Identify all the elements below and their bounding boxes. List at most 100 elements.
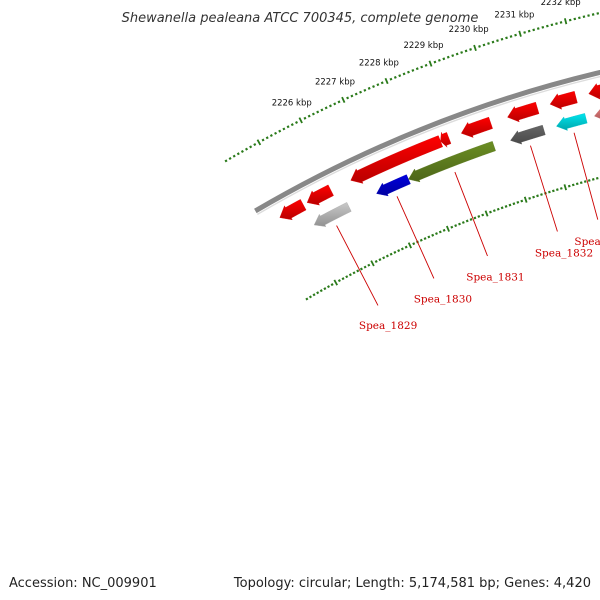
inner-tick-minor	[397, 249, 401, 253]
map-title: Shewanella pealeana ATCC 700345, complet…	[122, 11, 479, 26]
inner-tick-minor	[579, 181, 583, 185]
inner-tick-minor	[356, 269, 360, 273]
inner-tick-minor	[327, 285, 330, 289]
inner-tick-minor	[363, 265, 367, 269]
gene-feature-17[interactable]	[549, 91, 578, 110]
inner-tick-minor	[536, 194, 539, 198]
inner-tick-minor	[323, 287, 327, 291]
gene-spea-1831[interactable]	[408, 141, 496, 183]
inner-tick-minor	[555, 188, 559, 191]
outer-tick-minor	[269, 134, 273, 138]
outer-tick-minor	[295, 120, 298, 124]
outer-tick-minor	[265, 136, 269, 140]
inner-tick-minor	[450, 225, 454, 229]
inner-tick-minor	[461, 221, 465, 224]
genome-summary-label: Topology: circular; Length: 5,174,581 bp…	[233, 576, 591, 591]
outer-tick-major	[256, 139, 262, 146]
outer-tick-minor	[261, 138, 265, 142]
inner-tick-minor	[419, 238, 423, 242]
inner-tick-minor	[319, 289, 323, 293]
outer-tick-minor	[469, 48, 472, 51]
gene-feature-14[interactable]	[440, 132, 452, 148]
outer-tick-minor	[307, 114, 311, 118]
outer-tick-minor	[278, 129, 282, 133]
inner-tick-minor	[481, 213, 485, 217]
gene-spea-1832[interactable]	[510, 124, 546, 145]
inner-tick-minor	[378, 258, 382, 262]
outer-tick-minor	[509, 35, 513, 38]
inner-tick-minor	[508, 203, 512, 207]
inner-tick-minor	[489, 210, 492, 214]
inner-tick-minor	[389, 252, 393, 256]
outer-tick-major	[473, 44, 477, 52]
inner-tick-minor	[595, 176, 599, 180]
inner-tick-minor	[528, 196, 532, 200]
outer-tick-minor	[354, 92, 358, 96]
outer-tick-minor	[455, 52, 459, 56]
outer-tick-minor	[478, 45, 481, 48]
inner-tick-minor	[345, 275, 349, 279]
inner-tick-minor	[520, 199, 524, 203]
outer-tick-minor	[578, 16, 581, 20]
gene-feature-16[interactable]	[507, 101, 540, 123]
inner-tick-minor	[367, 263, 371, 267]
outer-tick-minor	[573, 17, 577, 21]
outer-tick-minor	[346, 96, 350, 100]
gene-spea-1830[interactable]	[376, 174, 411, 197]
inner-tick-minor	[423, 237, 427, 241]
inner-tick-minor	[540, 193, 543, 196]
outer-tick-minor	[407, 70, 410, 74]
inner-tick-minor	[382, 256, 386, 260]
outer-tick-minor	[536, 27, 540, 30]
inner-tick-minor	[385, 254, 389, 258]
gene-features	[279, 82, 600, 227]
outer-tick-minor	[433, 60, 437, 64]
outer-tick-major	[428, 60, 433, 67]
outer-tick-minor	[420, 65, 424, 69]
callout-line-spea-1829	[336, 225, 379, 306]
inner-tick-major	[563, 184, 568, 191]
tick-label-2228: 2228 kbp	[359, 59, 399, 69]
inner-tick-minor	[400, 247, 404, 251]
outer-tick-minor	[350, 94, 354, 98]
callout-line-spea-1831	[454, 171, 488, 257]
outer-tick-minor	[587, 14, 590, 17]
gene-spea-1833[interactable]	[556, 113, 588, 131]
outer-tick-minor	[224, 159, 228, 163]
outer-tick-minor	[491, 40, 495, 44]
outer-tick-minor	[582, 15, 586, 19]
inner-tick-minor	[316, 291, 320, 295]
tick-label-2230: 2230 kbp	[449, 25, 489, 35]
gene-feature-13[interactable]	[350, 135, 443, 184]
gene-feature-15[interactable]	[461, 116, 493, 138]
outer-tick-minor	[228, 157, 232, 161]
gene-feature-12[interactable]	[279, 199, 307, 221]
outer-tick-minor	[555, 22, 558, 25]
outer-tick-minor	[303, 116, 307, 120]
outer-tick-minor	[437, 58, 441, 62]
outer-tick-major	[298, 117, 303, 124]
outer-tick-minor	[380, 81, 384, 85]
inner-tick-minor	[559, 187, 563, 190]
outer-tick-minor	[541, 25, 545, 29]
inner-tick-minor	[374, 259, 378, 263]
backbone-outer-line	[254, 69, 600, 214]
gene-feature-11[interactable]	[306, 184, 334, 206]
outer-tick-minor	[274, 131, 278, 135]
gene-spea-1829[interactable]	[313, 202, 352, 227]
gene-label-callouts: Spea_1829 Spea_1830 Spea_1831 Spea_1832Spea…	[336, 132, 600, 332]
inner-tick-minor	[393, 250, 397, 254]
gene-label-spea-1829: Spea_1829	[359, 320, 417, 332]
inner-tick-minor	[496, 207, 500, 211]
outer-tick-minor	[286, 125, 290, 129]
outer-scale-ticks	[224, 12, 600, 163]
outer-tick-minor	[316, 110, 320, 114]
gene-spea-1834[interactable]	[594, 103, 600, 120]
outer-tick-minor	[236, 152, 240, 156]
inner-tick-minor	[500, 206, 504, 210]
inner-tick-minor	[571, 183, 575, 187]
inner-tick-minor	[348, 273, 352, 277]
gene-feature-18[interactable]	[588, 82, 600, 100]
inner-tick-major	[523, 196, 528, 203]
